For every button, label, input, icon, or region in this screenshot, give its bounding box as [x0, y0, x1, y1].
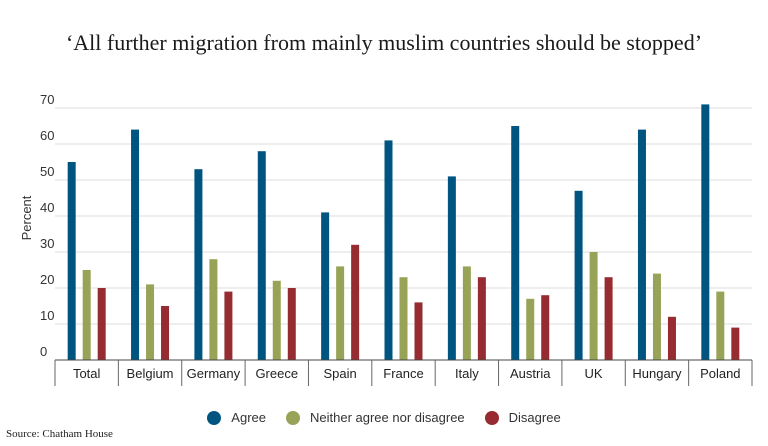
legend-item: Agree	[207, 410, 266, 425]
bar-hungary-agree	[637, 129, 646, 360]
bar-france-agree	[384, 140, 393, 360]
y-tick-label: 10	[40, 308, 54, 323]
bar-poland-disagree	[731, 327, 740, 360]
x-tick-label: Total	[73, 366, 101, 381]
x-tick-label: Germany	[187, 366, 241, 381]
legend-swatch	[286, 410, 300, 425]
bar-spain-disagree	[351, 244, 360, 360]
bar-spain-neither-agree-nor-disagree	[336, 266, 345, 360]
y-axis-label: Percent	[19, 195, 34, 240]
y-tick-label: 20	[40, 272, 54, 287]
bar-total-disagree	[97, 288, 106, 360]
bar-belgium-disagree	[161, 306, 170, 360]
bar-hungary-disagree	[667, 316, 676, 360]
bar-austria-agree	[511, 126, 520, 360]
y-axis-ticks: 0 10 20 30 40 50 60 70	[40, 92, 54, 359]
legend-swatch	[207, 410, 222, 425]
x-tick-label: Spain	[324, 366, 357, 381]
bar-total-neither-agree-nor-disagree	[82, 270, 91, 360]
x-tick-label: Poland	[700, 366, 740, 381]
bar-uk-agree	[574, 190, 583, 360]
x-tick-label: Greece	[255, 366, 298, 381]
bar-austria-disagree	[541, 295, 550, 360]
source-note: Source: Chatham House	[6, 428, 113, 440]
legend-label: Disagree	[508, 410, 561, 425]
bar-france-disagree	[414, 302, 423, 360]
bar-germany-agree	[194, 169, 203, 360]
bar-total-agree	[67, 162, 76, 360]
x-tick-label: Belgium	[127, 366, 174, 381]
y-tick-label: 30	[40, 236, 54, 251]
bar-uk-disagree	[604, 277, 613, 360]
chart-title: ‘All further migration from mainly musli…	[65, 30, 703, 55]
bar-italy-neither-agree-nor-disagree	[462, 266, 471, 360]
y-tick-label: 60	[40, 128, 54, 143]
bar-greece-disagree	[287, 288, 296, 360]
bar-spain-agree	[321, 212, 330, 360]
y-tick-label: 70	[40, 92, 54, 107]
x-tick-label: Hungary	[632, 366, 682, 381]
y-tick-label: 0	[40, 344, 47, 359]
x-axis: Total Belgium Germany Greece Spain France Ital…	[54, 359, 753, 386]
legend-label: Agree	[231, 410, 266, 425]
legend: Agree Neither agree nor disagree Disagree	[0, 410, 768, 425]
bar-poland-agree	[701, 104, 710, 361]
bar-austria-neither-agree-nor-disagree	[526, 298, 535, 360]
bar-belgium-agree	[131, 129, 140, 360]
bar-uk-neither-agree-nor-disagree	[589, 252, 598, 360]
bar-hungary-neither-agree-nor-disagree	[652, 273, 661, 360]
legend-item: Neither agree nor disagree	[286, 410, 465, 425]
x-tick-label: UK	[585, 366, 603, 381]
x-tick-label: Austria	[510, 366, 551, 381]
legend-swatch	[484, 410, 499, 425]
y-tick-label: 50	[40, 164, 54, 179]
x-tick-label: Italy	[455, 366, 479, 381]
bars	[67, 104, 740, 361]
bar-belgium-neither-agree-nor-disagree	[146, 284, 155, 360]
bar-greece-agree	[257, 151, 266, 360]
legend-label: Neither agree nor disagree	[310, 410, 465, 425]
bar-germany-neither-agree-nor-disagree	[209, 259, 218, 360]
legend-item: Disagree	[484, 410, 561, 425]
y-tick-label: 40	[40, 200, 54, 215]
bar-poland-neither-agree-nor-disagree	[716, 291, 725, 360]
bar-germany-disagree	[224, 291, 233, 360]
x-tick-label: France	[383, 366, 423, 381]
bar-italy-agree	[447, 176, 456, 360]
bar-france-neither-agree-nor-disagree	[399, 277, 408, 360]
bar-greece-neither-agree-nor-disagree	[272, 280, 281, 360]
bar-italy-disagree	[477, 277, 486, 360]
